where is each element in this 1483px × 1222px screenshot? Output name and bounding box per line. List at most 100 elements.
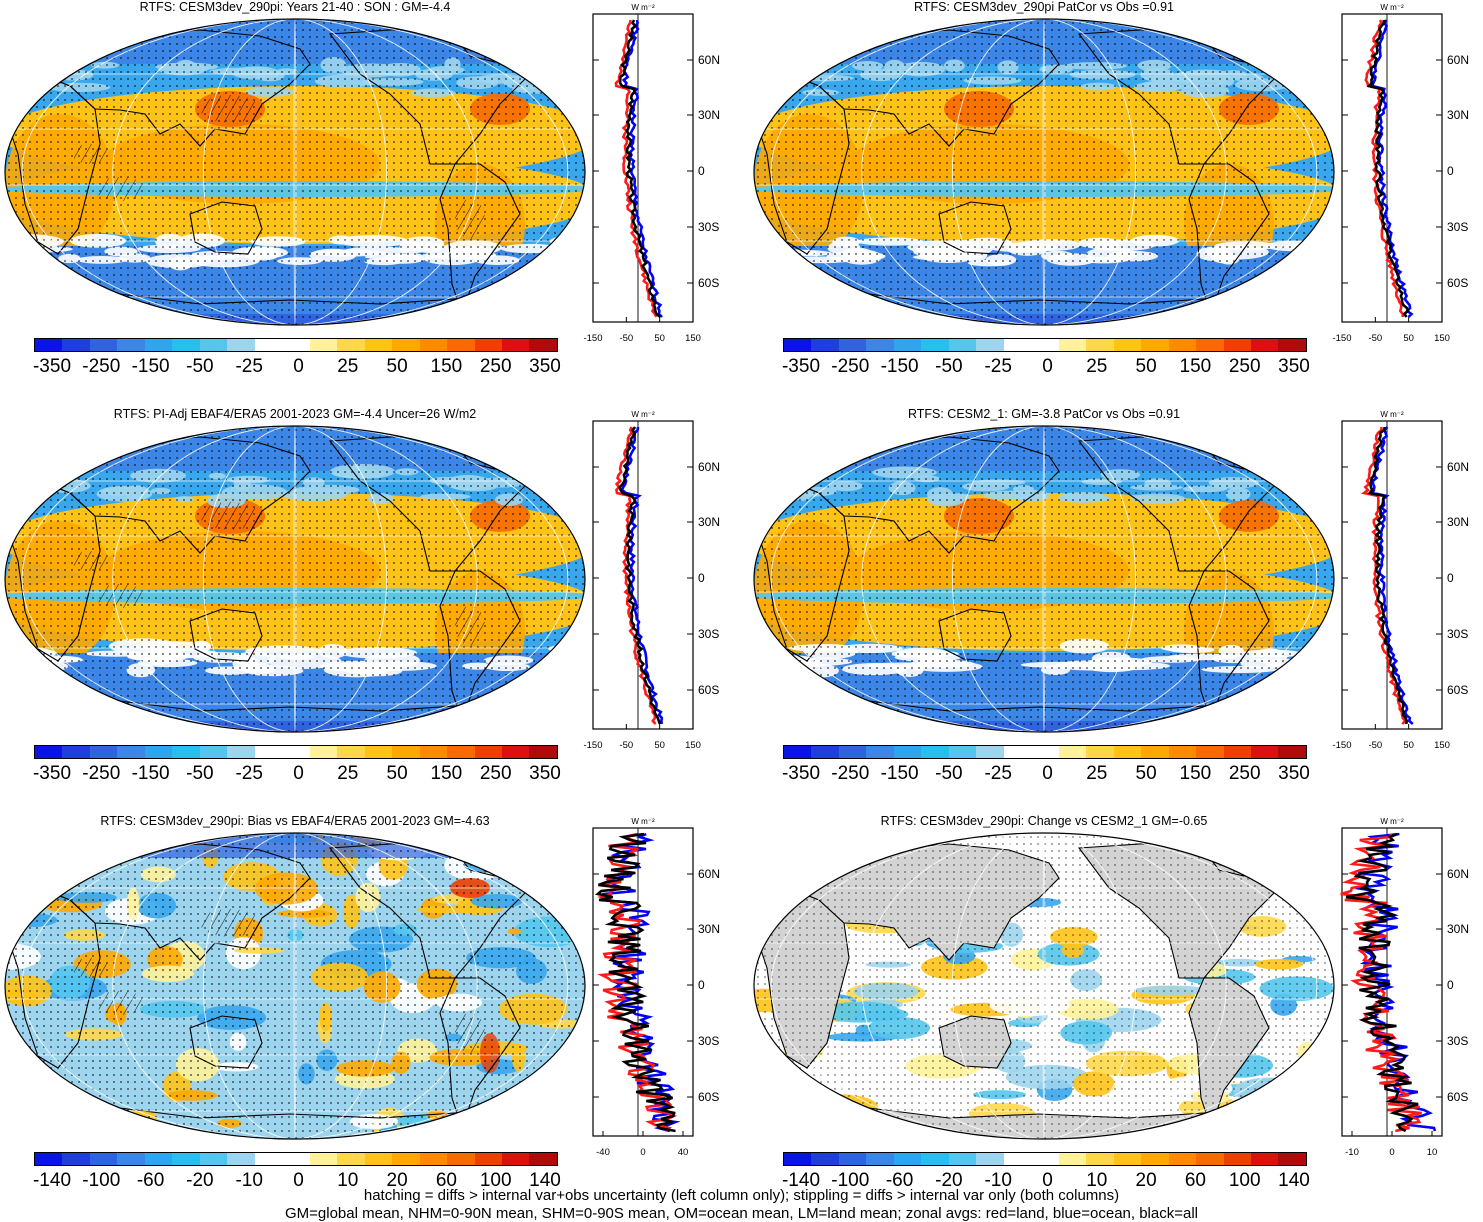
zonal-tick-label: 50	[654, 333, 665, 344]
zonal-unit-label: W m⁻²	[631, 817, 655, 826]
colorbar-label: 0	[293, 1170, 304, 1191]
colorbar-swatch	[62, 339, 90, 351]
colorbar-swatch	[337, 1153, 365, 1165]
graticule	[754, 426, 1334, 732]
colorbar-swatch	[784, 1153, 812, 1165]
colorbar-swatch	[447, 746, 475, 758]
lat-label: 60S	[698, 276, 719, 290]
zonal-all-line	[1346, 834, 1418, 1131]
colorbar-swatch	[199, 1153, 228, 1165]
lat-label: 30N	[698, 108, 720, 122]
colorbar-label: -250	[831, 356, 870, 377]
zonal-tick-label: 40	[678, 1147, 689, 1158]
colorbar-label: -25	[235, 763, 263, 784]
colorbar-label: 100	[479, 1170, 512, 1191]
zonal-ocean-line	[1373, 427, 1413, 724]
colorbar-label: 250	[479, 763, 512, 784]
lat-label: 30S	[1447, 220, 1468, 234]
colorbar-label: 50	[1135, 356, 1157, 377]
colorbar-swatch	[1086, 746, 1114, 758]
colorbar-swatch	[1031, 746, 1059, 758]
colorbar-swatch	[1196, 339, 1224, 351]
colorbar-swatch	[89, 1153, 118, 1165]
colorbar-label: -150	[131, 356, 170, 377]
lat-label: 30N	[1447, 515, 1469, 529]
zonal-tick-label: 50	[1403, 333, 1414, 344]
colorbar-swatch	[1003, 339, 1032, 351]
colorbar-swatch	[921, 746, 949, 758]
zonal-tick-label: 0	[1389, 1147, 1394, 1158]
zonal-land-line	[599, 834, 674, 1131]
colorbar-label: 50	[1135, 763, 1157, 784]
colorbar-swatch	[893, 1153, 922, 1165]
colorbar-swatch	[976, 1153, 1004, 1165]
colorbar-label: -150	[131, 763, 170, 784]
colorbar-swatch	[1141, 746, 1169, 758]
colorbar-swatch	[948, 1153, 977, 1165]
colorbar-label: 140	[1278, 1170, 1310, 1191]
map-title: RTFS: CESM3dev_290pi: Years 21-40 : SON …	[139, 0, 451, 14]
colorbar-swatch	[117, 339, 145, 351]
colorbar-swatch	[89, 339, 118, 351]
zonal-tick-label: 150	[1434, 333, 1450, 344]
zonal-ocean-line	[1372, 20, 1411, 317]
colorbar-swatch	[1031, 339, 1059, 351]
map-border	[753, 425, 1335, 733]
lat-label: 30N	[698, 515, 720, 529]
colorbar-label: 150	[430, 356, 463, 377]
colorbar-swatch	[1278, 339, 1306, 351]
zonal-frame	[1341, 420, 1443, 730]
colorbar-swatch	[1168, 746, 1197, 758]
colorbar-label: -10	[984, 1170, 1012, 1191]
colorbar-label: -25	[984, 356, 1012, 377]
colorbar-swatch	[254, 339, 283, 351]
colorbar-swatch	[529, 746, 557, 758]
zonal-unit-label: W m⁻²	[1380, 3, 1404, 12]
robinson-map	[753, 832, 1335, 1140]
colorbar-swatch	[948, 746, 977, 758]
colorbar-label: 0	[293, 763, 304, 784]
colorbar-label: -150	[880, 763, 919, 784]
colorbar-swatch	[227, 339, 255, 351]
colorbar	[34, 1152, 558, 1166]
colorbar-swatch	[1141, 339, 1169, 351]
zonal-tick-label: -150	[583, 740, 602, 751]
zonal-tick-label: -40	[596, 1147, 610, 1158]
colorbar-swatch	[1086, 339, 1114, 351]
lat-label: 60N	[698, 53, 720, 67]
colorbar-swatch	[117, 1153, 145, 1165]
robinson-map	[753, 425, 1335, 733]
colorbar-label: 350	[529, 356, 561, 377]
colorbar-swatch	[62, 1153, 90, 1165]
zonal-unit-label: W m⁻²	[631, 410, 655, 419]
colorbar-swatch	[35, 339, 63, 351]
colorbar-swatch	[866, 339, 894, 351]
colorbar-swatch	[1223, 1153, 1251, 1165]
colorbar-swatch	[337, 746, 365, 758]
colorbar-label: 10	[1086, 1170, 1108, 1191]
colorbar-swatch	[1168, 1153, 1197, 1165]
colorbar-label: 25	[1086, 356, 1108, 377]
map-title: RTFS: CESM3dev_290pi: Change vs CESM2_1 …	[880, 814, 1208, 828]
colorbar-swatch	[1250, 1153, 1279, 1165]
lat-label: 60S	[1447, 276, 1468, 290]
lat-label: 30N	[698, 922, 720, 936]
colorbar-swatch	[309, 339, 338, 351]
colorbar-swatch	[893, 339, 922, 351]
zonal-mean-plot: W m⁻² 60N 30N 0 30S 60S -150 -50 50 150	[1332, 410, 1469, 751]
colorbar-label: -140	[32, 1170, 72, 1191]
colorbar-label: 100	[1228, 1170, 1261, 1191]
lat-label: 30S	[698, 1034, 719, 1048]
colorbar-label: 0	[293, 356, 304, 377]
colorbar-swatch	[921, 339, 949, 351]
colorbar-label: -25	[235, 356, 263, 377]
colorbar-swatch	[1278, 746, 1306, 758]
colorbar-label: 250	[479, 356, 512, 377]
colorbar-swatch	[1223, 746, 1251, 758]
lat-label: 60N	[698, 867, 720, 881]
zonal-tick-label: 50	[1403, 740, 1414, 751]
colorbar-swatch	[529, 1153, 557, 1165]
colorbar-swatch	[35, 1153, 63, 1165]
colorbar-swatch	[172, 339, 200, 351]
zonal-tick-label: 0	[640, 1147, 645, 1158]
